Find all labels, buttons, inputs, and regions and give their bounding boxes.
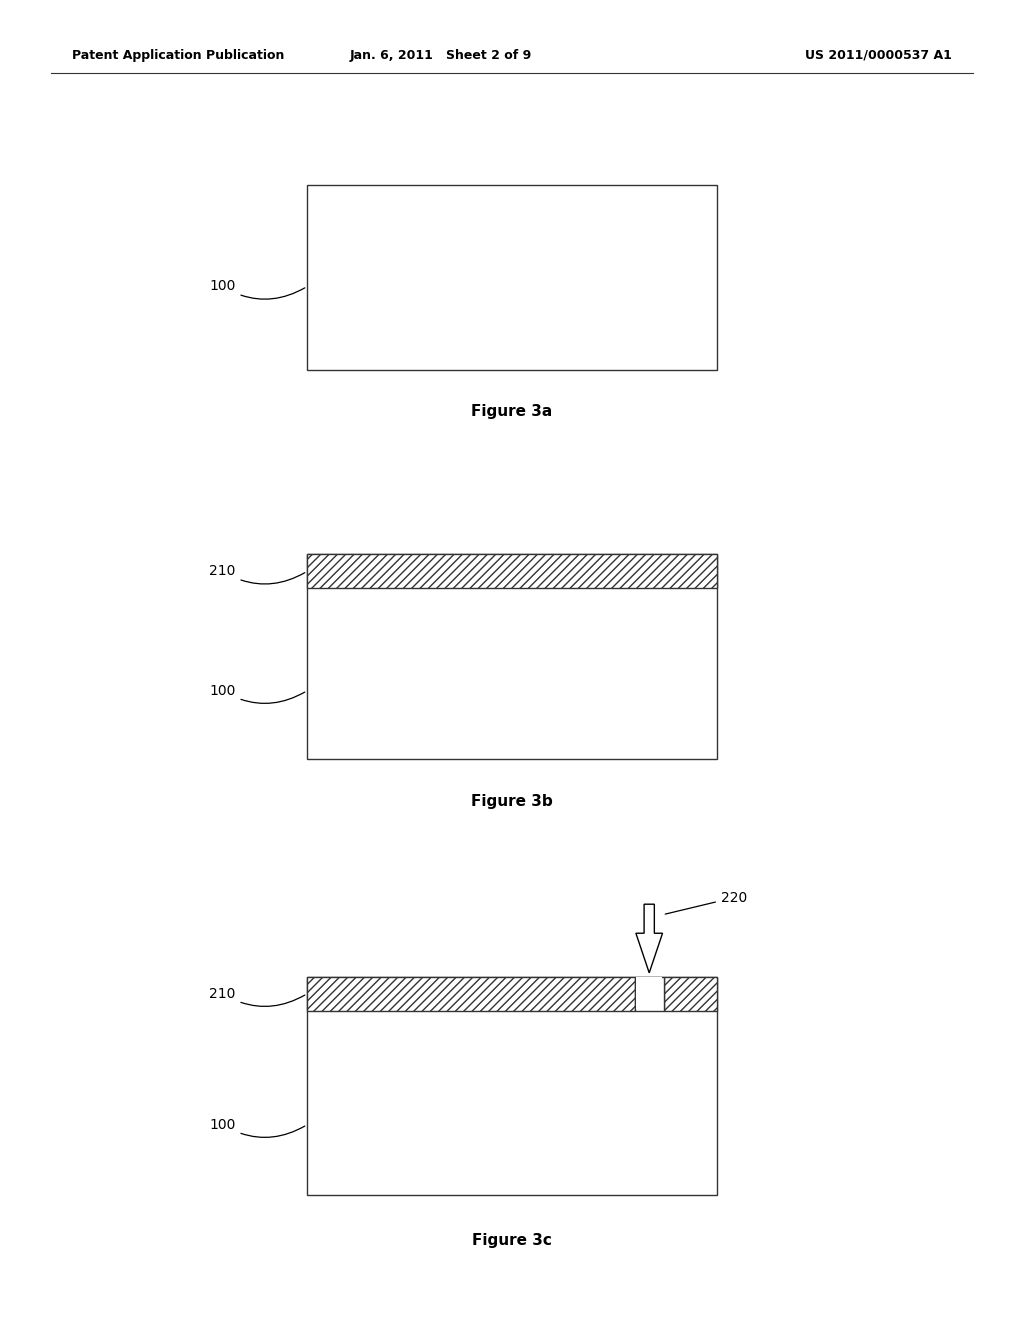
- Text: 210: 210: [209, 564, 305, 583]
- Polygon shape: [636, 904, 663, 973]
- Bar: [307, 554, 717, 759]
- Bar: [307, 977, 635, 1011]
- Text: US 2011/0000537 A1: US 2011/0000537 A1: [806, 49, 952, 62]
- Text: 210: 210: [209, 986, 305, 1006]
- Text: Patent Application Publication: Patent Application Publication: [72, 49, 284, 62]
- Text: 100: 100: [209, 684, 305, 704]
- Bar: [664, 977, 717, 1011]
- Bar: [635, 977, 664, 1011]
- Bar: [307, 554, 717, 589]
- Bar: [637, 977, 663, 1010]
- Bar: [307, 185, 717, 370]
- Text: Figure 3a: Figure 3a: [471, 404, 553, 420]
- Bar: [307, 977, 717, 1195]
- Text: Figure 3b: Figure 3b: [471, 793, 553, 809]
- Text: Jan. 6, 2011   Sheet 2 of 9: Jan. 6, 2011 Sheet 2 of 9: [349, 49, 531, 62]
- Text: 220: 220: [666, 891, 748, 915]
- Text: Figure 3c: Figure 3c: [472, 1233, 552, 1249]
- Text: 100: 100: [209, 280, 305, 300]
- Text: 100: 100: [209, 1118, 305, 1138]
